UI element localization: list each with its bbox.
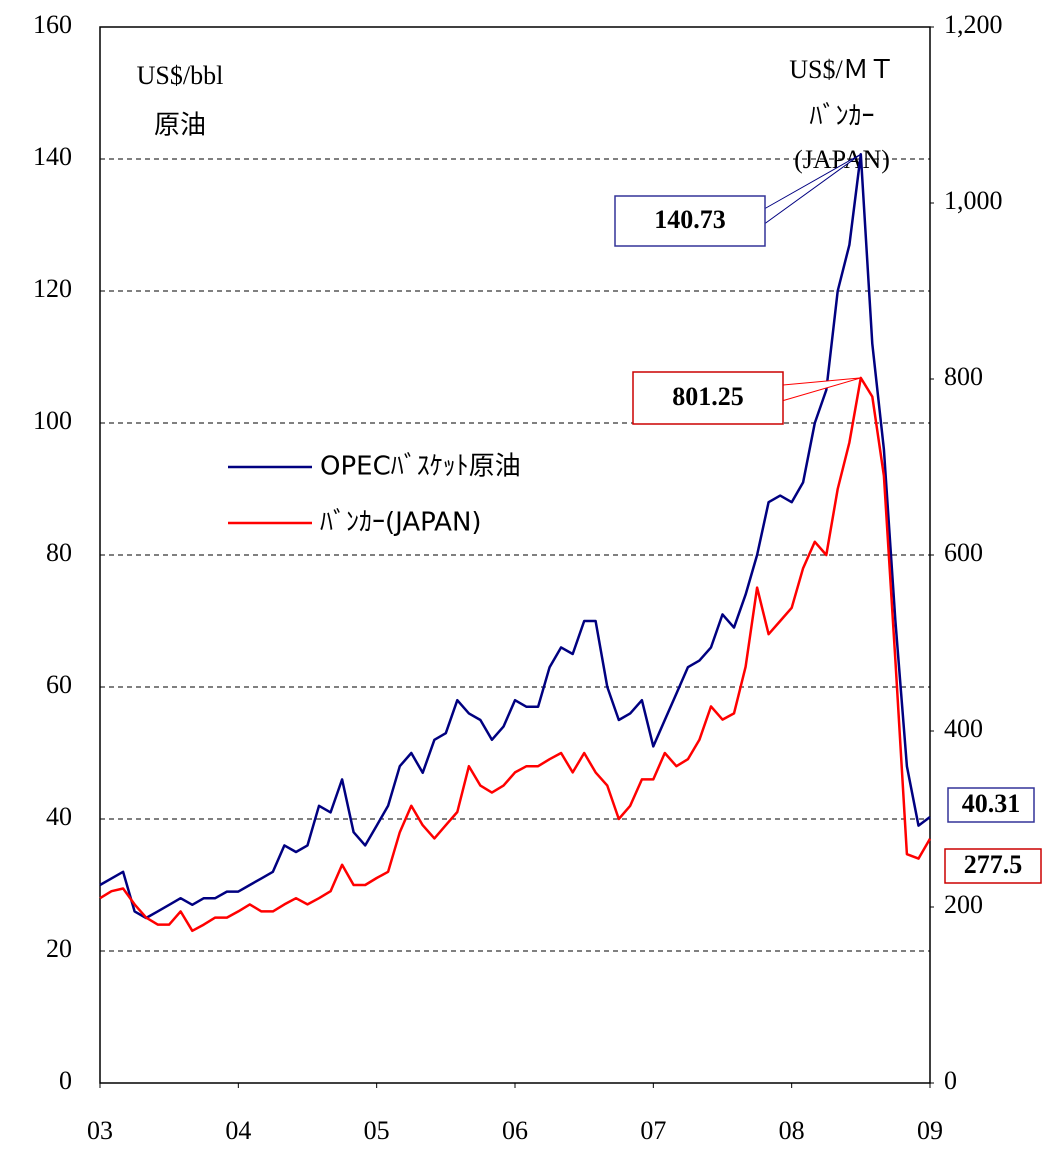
callout-label: 801.25 [672,382,744,411]
y2-tick-label: 600 [944,538,983,567]
y-tick-label: 80 [46,538,72,567]
callout-label: 40.31 [962,789,1021,818]
x-tick-label: 06 [502,1116,528,1145]
callout-pointer [764,153,862,224]
y2-axis-label: ﾊﾞﾝｶｰ [809,102,874,132]
y-tick-label: 20 [46,934,72,963]
legend-label: ﾊﾞﾝｶｰ(JAPAN) [320,508,482,538]
y2-axis-label: (JAPAN) [794,145,890,174]
y-axis-label: US$/bbl [137,61,224,90]
callout-box [944,848,1042,884]
y-tick-label: 140 [33,142,72,171]
callout-pointer [782,377,861,402]
y-tick-label: 160 [33,10,72,39]
callout-box [947,787,1035,823]
x-tick-label: 03 [87,1116,113,1145]
x-tick-label: 05 [364,1116,390,1145]
x-tick-label: 07 [640,1116,666,1145]
series-line [99,376,932,933]
callout-box [614,195,766,247]
y-axis-label: 原油 [154,111,206,141]
y2-tick-label: 200 [944,890,983,919]
y2-axis-label: US$/ＭＴ [789,55,894,84]
legend-label: OPECﾊﾞｽｹｯﾄ原油 [320,452,521,482]
y2-tick-label: 0 [944,1066,957,1095]
series-line [99,152,931,920]
y2-tick-label: 800 [944,362,983,391]
plot-border [99,26,931,1084]
y-tick-label: 0 [59,1066,72,1095]
y-tick-label: 40 [46,802,72,831]
y-tick-label: 60 [46,670,72,699]
x-tick-label: 08 [779,1116,805,1145]
y-tick-label: 100 [33,406,72,435]
x-tick-label: 09 [917,1116,943,1145]
y2-tick-label: 1,200 [944,10,1003,39]
y-tick-label: 120 [33,274,72,303]
x-tick-label: 04 [225,1116,251,1145]
callout-label: 277.5 [964,850,1023,879]
y2-tick-label: 400 [944,714,983,743]
y2-tick-label: 1,000 [944,186,1003,215]
callout-box [632,371,784,425]
callout-label: 140.73 [654,205,726,234]
